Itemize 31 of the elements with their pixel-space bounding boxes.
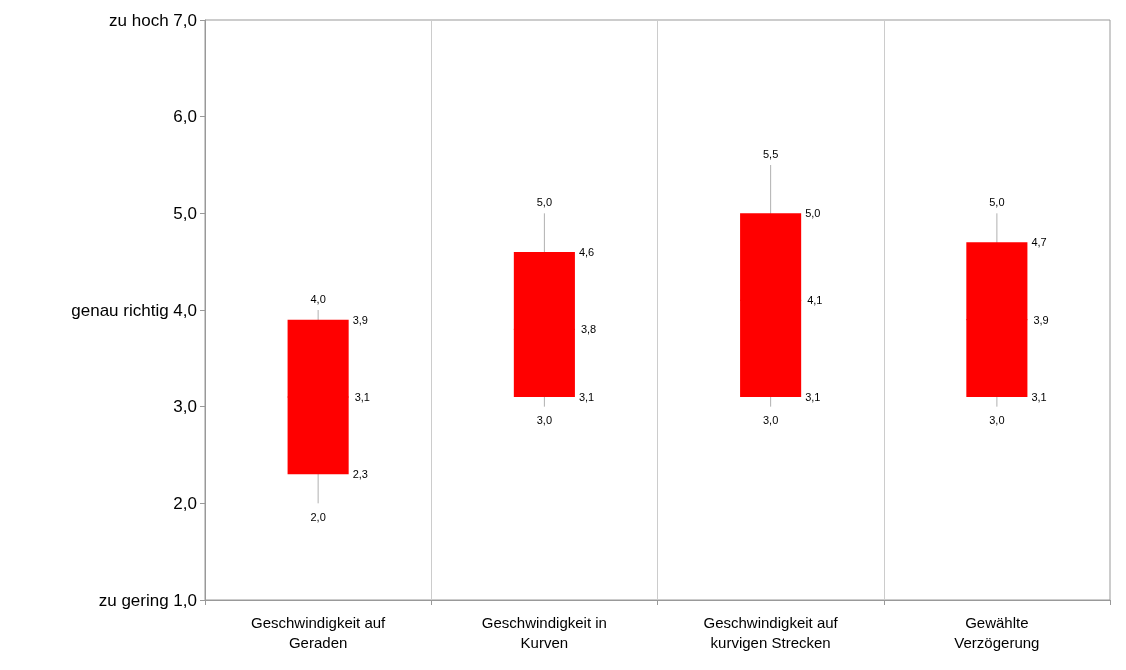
annotation: 4,7 [1031, 236, 1047, 249]
annotation: 3,1 [354, 391, 370, 403]
y-tick-label: zu hoch 7,0 [109, 10, 197, 30]
annotation: 3,1 [578, 391, 595, 403]
annotation: 3,1 [1031, 391, 1047, 403]
y-tick-label: 6,0 [173, 107, 197, 127]
annotation: 3,8 [580, 323, 597, 336]
annotation: 2,0 [310, 510, 326, 523]
x-tick-label: Geschwindigkeit auf kurvigen Strecken [703, 613, 839, 651]
x-tick-label: Geschwindigkeit in Kurven [481, 613, 607, 651]
annotation: 3,0 [536, 414, 553, 427]
y-tick-label: 3,0 [173, 397, 197, 417]
annotation: 4,0 [310, 292, 326, 305]
y-tick-label: 2,0 [173, 493, 197, 513]
y-tick-label: genau richtig 4,0 [71, 300, 197, 320]
annotation: 5,0 [536, 195, 553, 208]
annotation: 3,1 [805, 391, 821, 403]
annotation: 3,9 [352, 313, 368, 326]
x-tick-label: Geschwindigkeit auf Geraden [251, 613, 387, 651]
annotation: 3,9 [1033, 313, 1049, 326]
annotation: 3,0 [762, 414, 779, 427]
annotation: 3,0 [989, 414, 1005, 427]
annotation: 4,6 [578, 246, 595, 258]
annotation: 5,0 [989, 195, 1005, 208]
annotation: 5,5 [762, 147, 779, 160]
y-tick-label: 5,0 [173, 203, 197, 223]
annotation: 2,3 [352, 468, 368, 481]
x-tick-label: Gewählte Verzögerung [954, 613, 1040, 651]
y-tick-label: zu gering 1,0 [98, 590, 197, 610]
annotation: 5,0 [805, 207, 821, 220]
annotation: 4,1 [807, 294, 823, 307]
